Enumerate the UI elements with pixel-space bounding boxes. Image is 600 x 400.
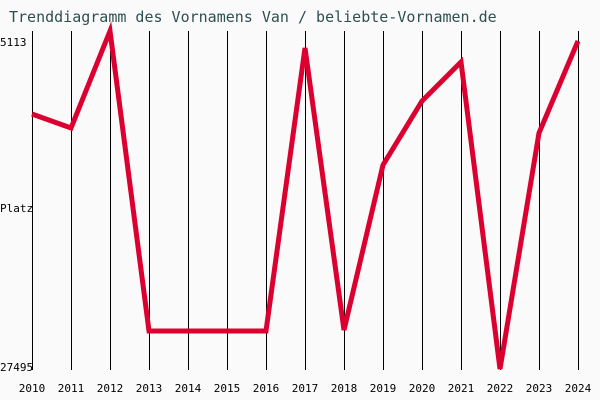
- x-tick-2020: 2020: [409, 382, 436, 395]
- x-tick-2022: 2022: [487, 382, 514, 395]
- x-tick-2011: 2011: [58, 382, 85, 395]
- x-tick-2015: 2015: [214, 382, 241, 395]
- y-axis-label: Platz: [0, 202, 33, 215]
- x-tick-2021: 2021: [448, 382, 475, 395]
- y-tick-top: 5113: [0, 36, 27, 49]
- x-tick-2017: 2017: [292, 382, 319, 395]
- x-tick-2024: 2024: [565, 382, 592, 395]
- y-axis-labels: 5113 Platz 27495: [0, 36, 33, 374]
- y-tick-bottom: 27495: [0, 361, 33, 374]
- x-tick-2023: 2023: [526, 382, 553, 395]
- x-tick-2016: 2016: [253, 382, 280, 395]
- series-line-van: [31, 21, 581, 370]
- x-tick-2019: 2019: [370, 382, 397, 395]
- x-axis-labels: 2010 2011 2012 2013 2014 2015 2016 2017 2018 2019…: [19, 382, 592, 395]
- x-tick-2013: 2013: [136, 382, 163, 395]
- x-tick-2010: 2010: [19, 382, 46, 395]
- x-tick-2012: 2012: [97, 382, 124, 395]
- x-tick-2018: 2018: [331, 382, 358, 395]
- vertical-gridlines: [32, 31, 579, 370]
- chart-title: Trenddiagramm des Vornamens Van / belieb…: [9, 8, 497, 26]
- x-tick-2014: 2014: [175, 382, 202, 395]
